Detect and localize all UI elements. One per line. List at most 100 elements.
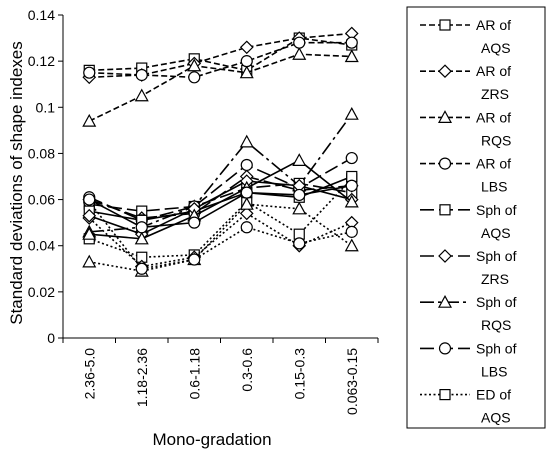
- data-point-circle-marker: [293, 36, 306, 49]
- series-line: [88, 53, 352, 122]
- data-point-triangle-marker: [344, 49, 359, 63]
- legend-label: AQS: [481, 225, 511, 241]
- legend-diamond-marker: [438, 64, 452, 79]
- legend-label: RQS: [481, 317, 511, 333]
- series-13: [83, 170, 358, 226]
- data-point-triangle-marker: [239, 65, 254, 79]
- legend-label: AQS: [481, 40, 511, 56]
- x-tick-label: 0.6-1.18: [186, 348, 202, 400]
- legend-label: AR of: [476, 63, 511, 79]
- data-point-triangle-marker: [344, 194, 359, 208]
- legend-entry: ED of AQS: [420, 387, 511, 426]
- data-point-triangle-marker: [344, 106, 359, 120]
- legend-triangle-marker: [437, 294, 453, 308]
- series-line: [88, 180, 352, 236]
- data-point-circle-marker: [345, 151, 358, 165]
- legend-entry: Sph of AQS: [420, 202, 517, 241]
- x-tick-label: 0.15-0.3: [291, 348, 307, 400]
- legend-square-marker: [439, 19, 451, 31]
- y-tick-label: 0.04: [28, 238, 55, 254]
- data-point-triangle-marker: [82, 254, 97, 268]
- data-point-diamond-marker: [82, 208, 97, 223]
- legend: AR of AQS AR of ZRS AR of RQS AR of LBS Sph of AQ…: [406, 6, 546, 429]
- data-point-circle-marker: [345, 225, 358, 238]
- legend-circle-marker: [438, 342, 452, 355]
- series-line: [89, 182, 352, 212]
- x-axis-title: Mono-gradation: [152, 430, 271, 449]
- data-point-circle-marker: [240, 186, 253, 199]
- data-point-triangle-marker: [134, 88, 149, 102]
- data-point-triangle-marker: [239, 196, 254, 210]
- legend-box: [406, 6, 546, 429]
- series-16: [83, 179, 358, 234]
- legend-label: Sph of: [476, 294, 517, 310]
- legend-label: ED of: [476, 387, 511, 403]
- series-15: [82, 153, 359, 245]
- series-line: [89, 37, 352, 72]
- data-point-circle-marker: [83, 66, 96, 79]
- data-point-triangle-marker: [82, 226, 97, 240]
- data-point-circle-marker: [293, 188, 306, 202]
- data-point-circle-marker: [188, 71, 201, 84]
- data-point-circle-marker: [188, 216, 201, 229]
- data-point-circle-marker: [188, 253, 201, 266]
- legend-label: AR of: [476, 17, 511, 33]
- data-point-circle-marker: [83, 193, 96, 206]
- data-point-triangle-marker: [292, 46, 307, 60]
- legend-entry: Sph of LBS: [420, 340, 517, 379]
- data-point-circle-marker: [345, 179, 358, 192]
- series-line: [89, 113, 353, 233]
- data-point-triangle-marker: [239, 134, 254, 148]
- y-tick-label: 0.02: [28, 284, 55, 300]
- y-tick-label: 0.12: [28, 53, 55, 69]
- data-point-circle-marker: [345, 36, 358, 49]
- data-point-triangle-marker: [292, 153, 307, 166]
- data-point-diamond-marker: [239, 40, 254, 55]
- legend-entry: AR of LBS: [420, 156, 511, 195]
- legend-label: Sph of: [476, 202, 517, 218]
- series-line: [88, 178, 353, 259]
- data-point-circle-marker: [240, 55, 253, 68]
- legend-label: ZRS: [481, 271, 509, 287]
- data-point-triangle-marker: [187, 58, 202, 72]
- data-point-triangle-marker: [82, 113, 97, 127]
- data-point-circle-marker: [240, 221, 253, 234]
- legend-entry: Sph of ZRS: [420, 248, 517, 287]
- y-axis-title: Standard deviations of shape indexes: [7, 41, 26, 325]
- data-point-circle-marker: [293, 237, 306, 250]
- legend-label: Sph of: [476, 248, 517, 264]
- series-line: [89, 41, 352, 79]
- legend-label: AR of: [476, 109, 511, 125]
- data-point-circle-marker: [135, 68, 148, 82]
- legend-entry: Sph of RQS: [420, 294, 517, 333]
- data-point-circle-marker: [240, 158, 253, 172]
- data-point-triangle-marker: [292, 201, 307, 215]
- y-tick-label: 0.14: [28, 7, 55, 23]
- data-point-triangle-marker: [344, 238, 359, 252]
- data-point-triangle-marker: [134, 231, 149, 245]
- legend-label: RQS: [481, 132, 511, 148]
- x-tick-label: 0.063-0.15: [344, 348, 360, 415]
- y-tick-label: 0.06: [28, 192, 55, 208]
- legend-circle-marker: [438, 157, 452, 170]
- series-5: [83, 177, 358, 217]
- legend-diamond-marker: [438, 249, 452, 263]
- series-line: [88, 157, 353, 222]
- x-tick-label: 0.3-0.6: [239, 348, 255, 392]
- legend-square-marker: [439, 204, 451, 216]
- legend-label: Sph of: [476, 340, 517, 356]
- legend-square-marker: [439, 389, 451, 401]
- legend-label: ZRS: [481, 86, 509, 102]
- x-tick-label: 2.36-5.0: [81, 348, 97, 400]
- series-line: [88, 184, 352, 229]
- y-tick-label: 0: [47, 330, 55, 346]
- y-tick-label: 0.08: [28, 145, 55, 161]
- legend-entry: AR of AQS: [420, 17, 511, 56]
- plot-area: [82, 26, 359, 277]
- legend-label: AR of: [476, 156, 511, 172]
- axes: 0 0.02 0.04 0.06 0.08 0.1 0.12 0.14 2.36-5.0 1.18…: [28, 7, 379, 415]
- legend-triangle-marker: [437, 110, 453, 124]
- legend-label: LBS: [481, 363, 507, 379]
